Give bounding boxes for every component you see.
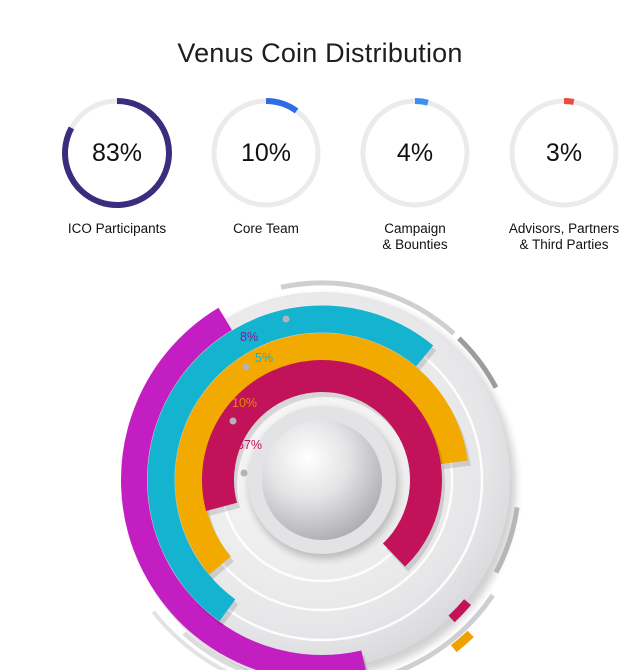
decorative-arc [182,631,250,670]
ring-advisors-partners: 3% [504,93,624,213]
decorative-arc [493,507,520,574]
ring-label-core-team: Core Team [233,221,299,236]
radial-value-label: 67% [237,438,262,452]
ring-progress [563,98,575,105]
ring-progress [62,98,172,208]
ring-percentage: 3% [545,139,583,167]
ring-progress [265,98,299,114]
progress-ring [360,98,470,208]
page-title: Venus Coin Distribution [177,38,463,68]
ring-campaign-bounties: 4% [355,93,475,213]
progress-ring [62,98,172,208]
label-marker-dot [240,469,248,477]
decorative-arc [448,599,471,623]
ring-progress [414,98,429,106]
radial-bars [121,305,471,670]
progress-ring [509,98,619,208]
radial-value-label: 10% [232,396,257,410]
radial-bar-series-4 [121,307,366,670]
radial-labels: 67% 10% 5% 8% [229,315,290,477]
ring-percentage: 4% [396,139,434,167]
decorative-arc [151,610,228,670]
center-sphere [262,420,382,540]
decorative-arc [394,593,495,670]
label-marker-dot [229,417,237,425]
progress-ring [211,98,321,208]
radial-center [248,406,399,559]
ring-ico-participants: 83% [57,93,177,213]
radial-value-label: 8% [240,330,258,344]
decorative-arc [280,280,456,336]
radial-bar-series-1 [202,360,442,567]
ring-percentage: 83% [91,139,143,167]
decorative-arc [450,630,474,653]
label-marker-dot [282,315,290,323]
radial-value-label: 5% [255,351,273,365]
radial-bar-series-2 [175,333,468,575]
ring-core-team: 10% [206,93,326,213]
ring-label-campaign-bounties: Campaign & Bounties [382,221,448,252]
label-marker-dot [242,363,250,371]
radial-bar-series-3 [147,305,434,622]
ring-label-ico-participants: ICO Participants [67,221,167,236]
ring-percentage: 10% [240,139,292,167]
ring-label-advisors-partners: Advisors, Partners & Third Parties [508,221,620,252]
decorative-arc [457,336,499,389]
